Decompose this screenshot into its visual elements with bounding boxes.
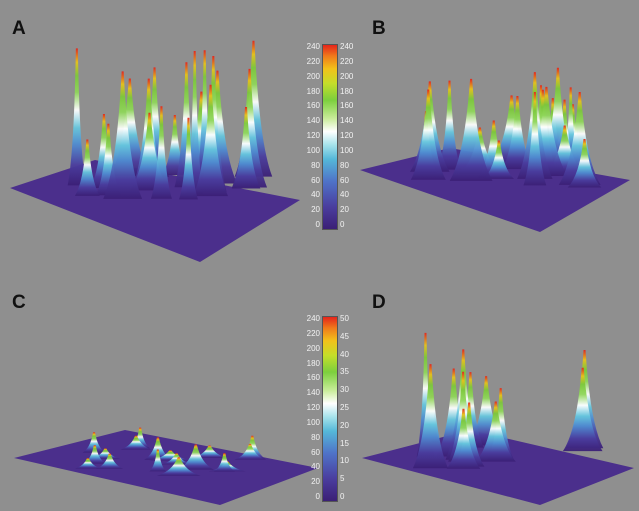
colorbar-tick-label: 60	[340, 175, 349, 185]
colorbar-tick-label: 20	[340, 205, 349, 215]
colorbar-tick-label: 220	[306, 328, 320, 338]
surface-peak	[179, 117, 198, 200]
colorbar-tick-label: 160	[340, 101, 354, 111]
colorbar-tick-label: 120	[306, 131, 320, 140]
surface-peak	[177, 444, 214, 470]
colorbar-tick-label: 80	[340, 160, 349, 170]
surface-peak	[82, 432, 106, 453]
panel-label-d: D	[372, 292, 386, 313]
colorbar-tick-label: 80	[311, 432, 320, 442]
colorbar-tick-label: 220	[340, 56, 354, 66]
colorbar-tick-label: 240	[306, 314, 320, 323]
surface-peak	[193, 84, 228, 197]
panel-label-b: B	[372, 18, 386, 39]
colorbar-tick-label: 140	[306, 388, 320, 398]
colorbar-tick-label: 120	[340, 131, 354, 140]
surface-peak	[74, 139, 100, 196]
surface-peak	[501, 96, 533, 170]
colorbar-tick-label: 140	[306, 116, 320, 126]
panel-d-surface	[362, 332, 634, 505]
colorbar-tick-label: 60	[311, 175, 320, 185]
surface-peak	[120, 435, 152, 450]
colorbar-tick-label: 35	[340, 367, 349, 377]
colorbar-top-left-ticks: 240 220 200 180 160 140 120 100 80 60 40 20 0	[302, 42, 320, 229]
colorbar-tick-label: 60	[311, 447, 320, 457]
colorbar-tick-label: 160	[306, 373, 320, 383]
surface-peak	[161, 453, 192, 465]
colorbar-tick-label: 220	[306, 56, 320, 66]
surface-peak	[449, 78, 493, 181]
surface-peak	[437, 80, 462, 170]
surface-peak	[523, 91, 547, 186]
colorbar-bottom-left-ticks: 240 220 200 180 160 140 120 100 80 60 40 20 0	[302, 314, 320, 501]
colorbar-tick-label: 40	[340, 190, 349, 200]
colorbar-tick-label: 200	[306, 71, 320, 81]
colorbar-tick-label: 0	[315, 220, 320, 229]
surface-peak	[103, 71, 143, 199]
colorbar-bottom-right-ticks: 50 45 40 35 30 25 20 15 10 5 0	[340, 314, 360, 501]
surface-peak	[558, 92, 601, 185]
colorbar-tick-label: 0	[340, 220, 345, 229]
colorbar-tick-label: 80	[311, 160, 320, 170]
colorbar-tick-label: 20	[340, 420, 349, 430]
colorbar-tick-label: 100	[306, 145, 320, 155]
surface-peak	[75, 458, 101, 469]
colorbar-tick-label: 200	[340, 71, 354, 81]
surface-peak	[410, 89, 446, 180]
colorbar-tick-label: 200	[306, 343, 320, 353]
colorbar-top	[322, 44, 338, 230]
surface-peak	[483, 140, 515, 179]
surface-peak	[475, 401, 516, 462]
colorbar-tick-label: 240	[306, 42, 320, 51]
colorbar-tick-label: 25	[340, 403, 349, 412]
colorbar-tick-label: 40	[340, 349, 349, 359]
colorbar-tick-label: 30	[340, 385, 349, 395]
colorbar-tick-label: 10	[340, 456, 349, 466]
colorbar-tick-label: 240	[340, 42, 354, 51]
surface-peak	[192, 445, 228, 458]
surface-peak	[446, 408, 481, 469]
colorbar-tick-label: 160	[306, 101, 320, 111]
colorbar-tick-label: 180	[306, 358, 320, 368]
surface-peak	[562, 367, 603, 452]
colorbar-tick-label: 5	[340, 474, 345, 484]
colorbar-tick-label: 100	[340, 145, 354, 155]
panel-a-surface	[10, 40, 300, 262]
colorbar-top-right-ticks: 240 220 200 180 160 140 120 100 80 60 40 20 0	[340, 42, 360, 229]
colorbar-bottom	[322, 316, 338, 502]
surface-peak	[96, 453, 124, 469]
colorbar-tick-label: 120	[306, 403, 320, 412]
colorbar-tick-label: 0	[340, 492, 345, 501]
colorbar-tick-label: 180	[306, 86, 320, 96]
colorbar-tick-label: 50	[340, 314, 349, 323]
colorbar-tick-label: 0	[315, 492, 320, 501]
colorbar-tick-label: 40	[311, 462, 320, 472]
surface-peak	[231, 106, 261, 189]
panel-label-c: C	[12, 292, 26, 313]
colorbar-tick-label: 45	[340, 331, 349, 341]
surface-peak	[67, 48, 87, 186]
surface-peak	[156, 457, 201, 476]
surface-peak	[149, 449, 167, 472]
surface-peak	[234, 443, 266, 460]
surface-peak	[412, 364, 449, 469]
panel-label-a: A	[12, 18, 26, 39]
colorbar-tick-label: 20	[311, 477, 320, 487]
surface-peak	[567, 139, 602, 188]
panel-c-surface	[14, 427, 318, 505]
colorbar-tick-label: 140	[340, 116, 354, 126]
colorbar-tick-label: 15	[340, 438, 349, 448]
surface-peak	[213, 453, 236, 472]
colorbar-tick-label: 40	[311, 190, 320, 200]
surface-peak	[144, 437, 172, 460]
panel-b-surface	[360, 67, 630, 232]
surface-peak	[150, 106, 172, 199]
colorbar-tick-label: 180	[340, 86, 354, 96]
colorbar-tick-label: 20	[311, 205, 320, 215]
base-plane	[14, 430, 318, 505]
colorbar-tick-label: 100	[306, 417, 320, 427]
